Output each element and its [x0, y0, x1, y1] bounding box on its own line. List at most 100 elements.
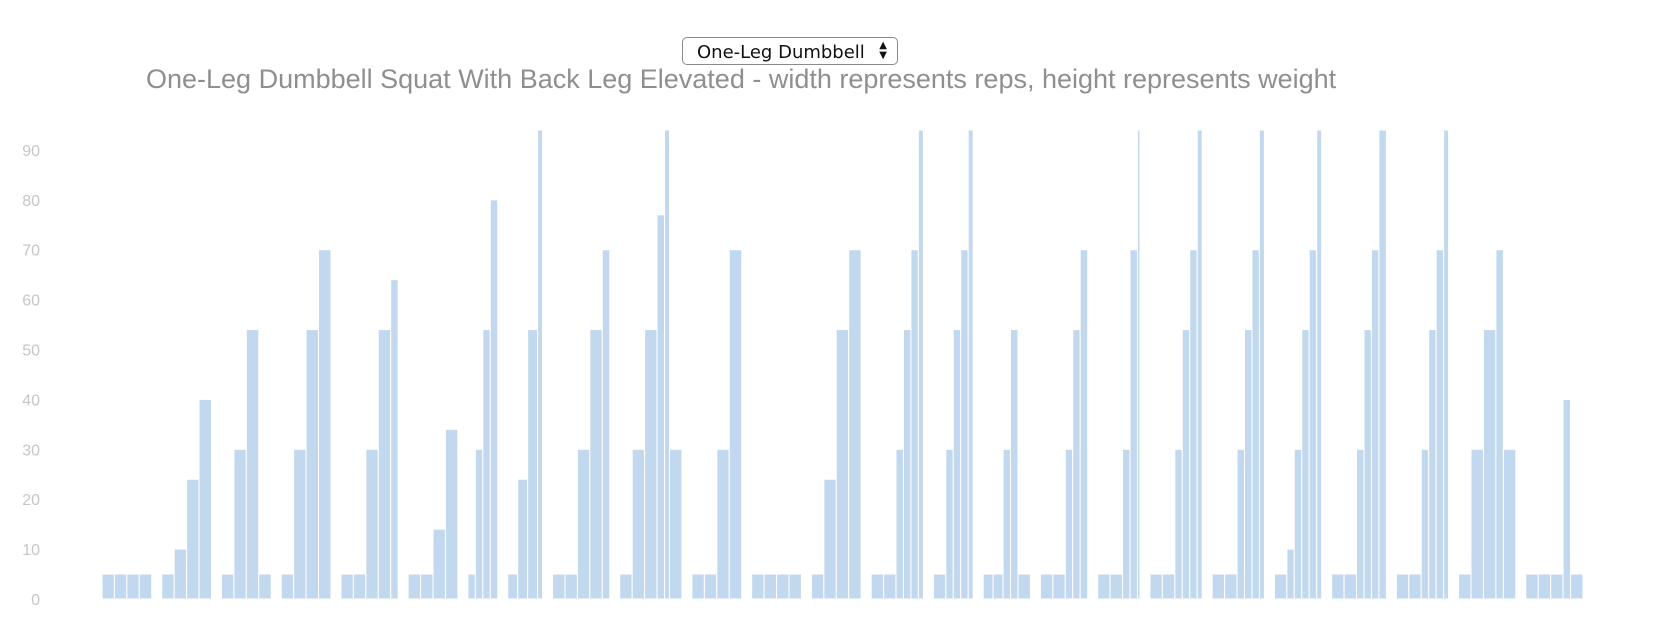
set-bar[interactable] [1002, 448, 1012, 600]
set-bar[interactable] [1395, 573, 1410, 600]
set-bar[interactable] [390, 279, 399, 600]
set-bar[interactable] [1482, 329, 1497, 600]
set-bar[interactable] [1064, 448, 1074, 600]
set-bar[interactable] [631, 448, 646, 600]
set-bar[interactable] [489, 199, 499, 600]
set-bar[interactable] [1343, 573, 1358, 600]
set-bar[interactable] [917, 129, 924, 600]
set-bar[interactable] [1136, 129, 1141, 600]
set-bar[interactable] [1495, 249, 1504, 600]
set-bar[interactable] [932, 573, 947, 600]
set-bar[interactable] [198, 398, 212, 600]
set-bar[interactable] [113, 573, 128, 600]
set-bar[interactable] [1502, 448, 1517, 600]
set-bar[interactable] [1039, 573, 1054, 600]
set-bar[interactable] [1308, 249, 1318, 600]
set-bar[interactable] [1244, 329, 1253, 600]
set-bar[interactable] [788, 573, 802, 600]
set-bar[interactable] [537, 129, 544, 600]
set-bar[interactable] [1525, 573, 1539, 600]
set-bar[interactable] [482, 329, 491, 600]
set-bar[interactable] [835, 329, 850, 600]
set-bar[interactable] [1435, 249, 1445, 600]
set-bar[interactable] [810, 573, 825, 600]
set-bar[interactable] [444, 428, 459, 600]
set-bar[interactable] [280, 573, 295, 600]
set-bar[interactable] [763, 573, 778, 600]
set-bar[interactable] [589, 329, 603, 600]
set-bar[interactable] [1470, 448, 1484, 600]
set-bar[interactable] [340, 573, 354, 600]
set-bar[interactable] [895, 448, 904, 600]
set-bar[interactable] [992, 573, 1004, 600]
set-bar[interactable] [1097, 573, 1111, 600]
set-bar[interactable] [902, 329, 912, 600]
set-bar[interactable] [576, 448, 591, 600]
set-bar[interactable] [1286, 548, 1295, 600]
set-bar[interactable] [1174, 448, 1183, 600]
set-bar[interactable] [728, 249, 743, 600]
set-bar[interactable] [245, 329, 260, 600]
set-bar[interactable] [669, 448, 683, 600]
set-bar[interactable] [751, 573, 765, 600]
set-bar[interactable] [1562, 398, 1572, 600]
set-bar[interactable] [233, 448, 247, 600]
set-bar[interactable] [1079, 249, 1089, 600]
set-bar[interactable] [1181, 329, 1191, 600]
set-bar[interactable] [1356, 448, 1365, 600]
set-bar[interactable] [1129, 249, 1138, 600]
set-bar[interactable] [664, 129, 671, 600]
set-bar[interactable] [186, 478, 200, 600]
set-bar[interactable] [1236, 448, 1246, 600]
set-bar[interactable] [517, 478, 529, 600]
set-bar[interactable] [691, 573, 705, 600]
set-bar[interactable] [1293, 448, 1303, 600]
set-bar[interactable] [960, 249, 969, 600]
set-bar[interactable] [1109, 573, 1124, 600]
set-bar[interactable] [967, 129, 974, 600]
set-bar[interactable] [716, 448, 730, 600]
set-bar[interactable] [432, 528, 446, 600]
set-bar[interactable] [1331, 573, 1345, 600]
set-bar[interactable] [1537, 573, 1552, 600]
set-bar[interactable] [1420, 448, 1430, 600]
set-bar[interactable] [601, 249, 611, 600]
set-bar[interactable] [258, 573, 272, 600]
set-bar[interactable] [1196, 129, 1203, 600]
set-bar[interactable] [467, 573, 476, 600]
set-bar[interactable] [1363, 329, 1372, 600]
set-bar[interactable] [1370, 249, 1380, 600]
set-bar[interactable] [1428, 329, 1437, 600]
set-bar[interactable] [1161, 573, 1176, 600]
set-bar[interactable] [1010, 329, 1019, 600]
set-bar[interactable] [619, 573, 633, 600]
set-bar[interactable] [101, 573, 115, 600]
set-bar[interactable] [1224, 573, 1238, 600]
set-bar[interactable] [945, 448, 954, 600]
set-bar[interactable] [952, 329, 962, 600]
set-bar[interactable] [883, 573, 897, 600]
exercise-select[interactable]: One-Leg Dumbbell Squat With Back Leg Ele… [682, 37, 898, 65]
set-bar[interactable] [1258, 129, 1265, 600]
set-bar[interactable] [1301, 329, 1310, 600]
set-bar[interactable] [1443, 129, 1450, 600]
set-bar[interactable] [848, 249, 862, 600]
set-bar[interactable] [305, 329, 320, 600]
set-bar[interactable] [1017, 573, 1031, 600]
set-bar[interactable] [365, 448, 379, 600]
set-bar[interactable] [644, 329, 658, 600]
set-bar[interactable] [823, 478, 837, 600]
set-bar[interactable] [1189, 249, 1198, 600]
set-bar[interactable] [293, 448, 307, 600]
set-bar[interactable] [552, 573, 566, 600]
set-bar[interactable] [982, 573, 994, 600]
set-bar[interactable] [1316, 129, 1323, 600]
set-bar[interactable] [318, 249, 332, 600]
set-bar[interactable] [1458, 573, 1472, 600]
set-bar[interactable] [507, 573, 519, 600]
set-bar[interactable] [1378, 129, 1387, 600]
set-bar[interactable] [474, 448, 484, 600]
set-bar[interactable] [1273, 573, 1288, 600]
set-bar[interactable] [1149, 573, 1163, 600]
set-bar[interactable] [420, 573, 434, 600]
